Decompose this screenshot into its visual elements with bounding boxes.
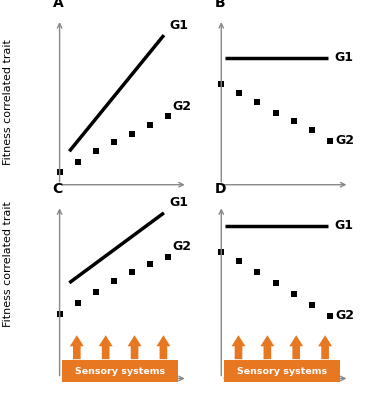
FancyArrow shape [99, 335, 113, 359]
Text: G2: G2 [172, 100, 191, 112]
FancyArrow shape [261, 335, 274, 359]
Text: G1: G1 [170, 18, 188, 32]
Text: B: B [214, 0, 225, 10]
Bar [224, 360, 340, 382]
FancyArrow shape [156, 335, 170, 359]
FancyArrow shape [289, 335, 303, 359]
Text: G1: G1 [334, 219, 353, 232]
Text: G2: G2 [335, 310, 354, 322]
FancyArrow shape [127, 335, 141, 359]
Text: G2: G2 [335, 134, 354, 147]
FancyArrow shape [70, 335, 84, 359]
Bar [62, 360, 178, 382]
Text: D: D [214, 182, 226, 196]
Text: G1: G1 [170, 196, 188, 209]
FancyArrow shape [318, 335, 332, 359]
Text: Fitness correlated trait: Fitness correlated trait [3, 39, 13, 165]
Text: G2: G2 [172, 240, 191, 253]
Text: A: A [53, 0, 64, 10]
Text: Sensory systems: Sensory systems [237, 367, 327, 376]
Text: C: C [53, 182, 63, 196]
Text: Fitness correlated trait: Fitness correlated trait [3, 202, 13, 327]
Text: Sensory systems: Sensory systems [75, 367, 165, 376]
Text: G1: G1 [334, 52, 353, 64]
FancyArrow shape [232, 335, 246, 359]
